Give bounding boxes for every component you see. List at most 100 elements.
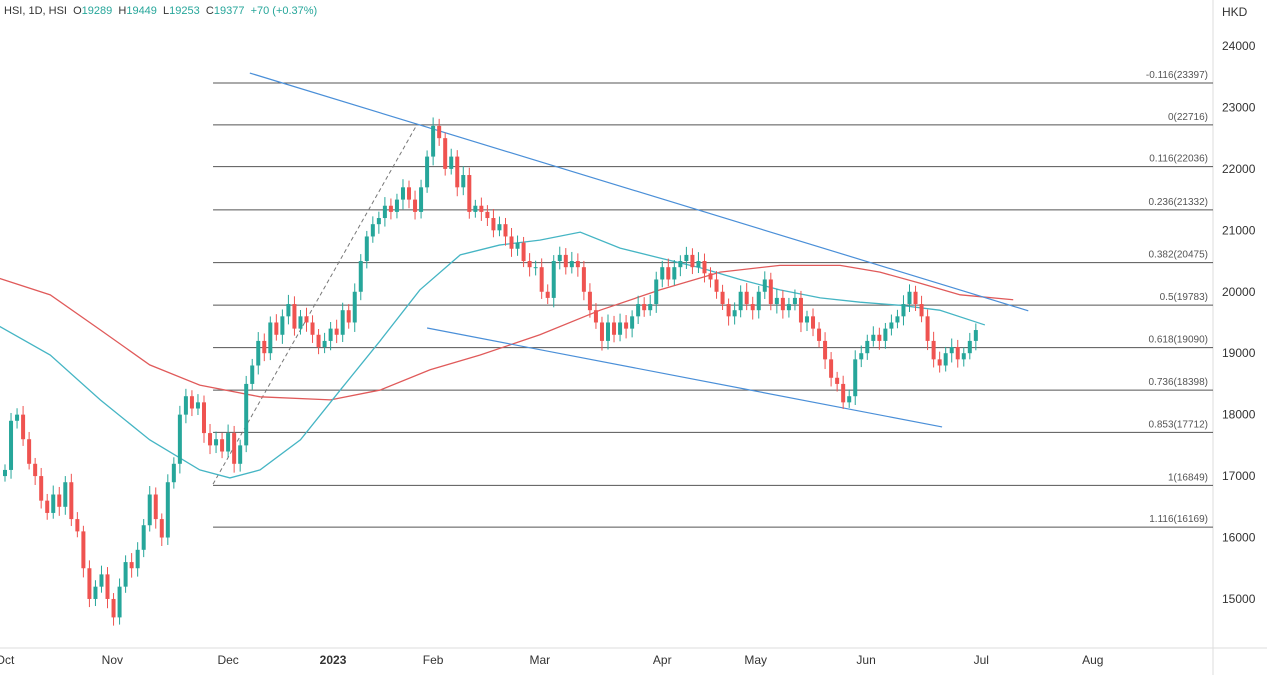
candle-body	[738, 291, 743, 311]
candle	[780, 290, 785, 319]
candle	[51, 485, 56, 519]
candle-body	[129, 562, 134, 569]
candle-body	[853, 359, 858, 397]
candle	[642, 297, 647, 317]
y-tick-label: 20000	[1222, 285, 1256, 299]
candle	[750, 296, 755, 320]
candle	[165, 474, 170, 545]
change-value: +70 (+0.37%)	[250, 5, 318, 17]
candle	[961, 347, 966, 367]
candle	[925, 309, 930, 351]
candle-body	[147, 494, 152, 526]
candle	[33, 457, 38, 485]
candle-body	[599, 322, 604, 341]
candle	[431, 117, 436, 166]
candle	[93, 580, 98, 607]
candle-body	[75, 519, 80, 532]
fib-level-label: 0.618(19090)	[1149, 335, 1209, 346]
candle-body	[443, 138, 448, 169]
candle	[45, 493, 50, 520]
candle	[563, 248, 568, 275]
candle	[195, 394, 200, 416]
candle	[123, 555, 128, 593]
candle-body	[183, 396, 188, 415]
fib-level-label: 1.116(16169)	[1149, 514, 1208, 525]
candle	[606, 314, 610, 350]
candle	[708, 267, 713, 288]
candle	[527, 253, 532, 277]
candle	[871, 326, 876, 347]
candle-body	[943, 353, 948, 366]
candle	[201, 395, 206, 443]
candle	[955, 339, 960, 368]
y-tick-label: 17000	[1222, 469, 1256, 483]
candle	[370, 216, 375, 243]
candle	[141, 519, 146, 558]
candle-body	[3, 469, 7, 477]
candle-body	[865, 340, 870, 354]
candle	[786, 297, 791, 318]
fib-level-label: 0.853(17712)	[1149, 419, 1209, 430]
candle	[153, 487, 158, 529]
candle	[214, 431, 219, 454]
candle-body	[370, 224, 375, 237]
candle-body	[268, 322, 273, 354]
candle	[853, 350, 858, 405]
candle-body	[642, 304, 647, 311]
candle-body	[937, 359, 942, 366]
candle-body	[461, 175, 466, 188]
candle-body	[105, 574, 110, 599]
candle	[593, 303, 598, 329]
candle	[376, 211, 381, 234]
candle	[744, 283, 749, 311]
candle-body	[39, 476, 44, 501]
fib-level-label: 0.236(21332)	[1149, 197, 1209, 208]
candle	[949, 338, 954, 363]
candle-body	[256, 340, 261, 366]
candle	[449, 148, 454, 175]
high-label: H	[118, 5, 127, 17]
x-tick-label: Aug	[1082, 653, 1103, 667]
y-tick-label: 23000	[1222, 100, 1256, 114]
candle	[612, 315, 617, 343]
candle	[515, 235, 520, 256]
candle	[485, 205, 490, 227]
candle-body	[527, 261, 532, 268]
symbol-label: HSI, 1D, HSI	[4, 5, 67, 17]
candle-body	[250, 365, 255, 384]
candle-body	[961, 353, 966, 360]
close-label: C	[205, 5, 214, 17]
candle	[394, 193, 399, 219]
candle	[877, 327, 882, 350]
candle-body	[666, 267, 671, 280]
candle	[678, 255, 683, 277]
candle	[280, 309, 285, 344]
candle	[358, 254, 363, 301]
candle-body	[27, 439, 32, 464]
candle	[901, 295, 906, 326]
currency-label: HKD	[1222, 5, 1248, 19]
candle-body	[684, 254, 689, 262]
candle-body	[87, 568, 92, 599]
candle	[208, 423, 213, 455]
candle-body	[382, 205, 387, 219]
candle	[189, 390, 194, 417]
candle-body	[99, 574, 104, 587]
candle-body	[123, 562, 128, 587]
candle-body	[358, 261, 363, 292]
candle	[75, 512, 80, 538]
candle-body	[690, 254, 695, 268]
candle	[883, 322, 888, 349]
candle-body	[949, 347, 954, 354]
candle-body	[829, 359, 834, 378]
candle	[557, 246, 562, 270]
candle-body	[33, 463, 38, 477]
candle	[811, 308, 816, 337]
open-value: 19289	[81, 5, 113, 17]
candle-body	[654, 279, 659, 305]
candle-body	[877, 334, 882, 341]
candle-body	[798, 297, 803, 323]
candle-body	[545, 291, 550, 298]
candle	[521, 236, 526, 268]
